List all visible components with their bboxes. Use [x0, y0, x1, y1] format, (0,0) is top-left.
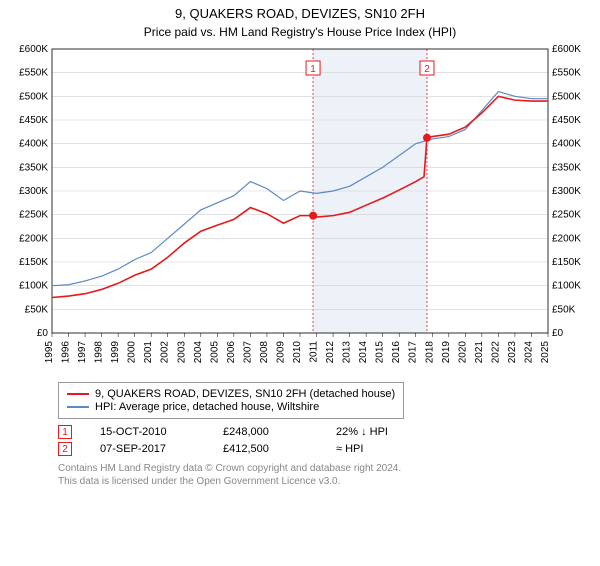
- svg-text:2007: 2007: [242, 341, 253, 364]
- svg-text:£450K: £450K: [552, 115, 581, 126]
- svg-text:2006: 2006: [226, 341, 237, 364]
- svg-text:£550K: £550K: [19, 68, 48, 79]
- svg-text:2003: 2003: [176, 341, 187, 364]
- svg-text:£100K: £100K: [19, 281, 48, 292]
- svg-text:£450K: £450K: [19, 115, 48, 126]
- svg-text:2012: 2012: [325, 341, 336, 364]
- svg-text:£400K: £400K: [19, 139, 48, 150]
- svg-text:£150K: £150K: [552, 257, 581, 268]
- svg-text:2017: 2017: [408, 341, 419, 364]
- legend: 9, QUAKERS ROAD, DEVIZES, SN10 2FH (deta…: [58, 382, 404, 419]
- attribution-footer: Contains HM Land Registry data © Crown c…: [58, 462, 600, 488]
- svg-text:2021: 2021: [474, 341, 485, 364]
- svg-text:2009: 2009: [275, 341, 286, 364]
- svg-text:2015: 2015: [375, 341, 386, 364]
- legend-label-a: 9, QUAKERS ROAD, DEVIZES, SN10 2FH (deta…: [95, 388, 395, 400]
- sale-delta: 22% ↓ HPI: [336, 426, 388, 438]
- svg-text:2018: 2018: [424, 341, 435, 364]
- svg-text:£200K: £200K: [19, 233, 48, 244]
- svg-text:2: 2: [424, 64, 430, 75]
- sale-marker-icon: 1: [58, 425, 72, 439]
- line-chart: £0 £0 £50K £50K £100K £100K £150K £150K £200K £20…: [0, 43, 600, 371]
- svg-text:£550K: £550K: [552, 68, 581, 79]
- svg-text:2004: 2004: [193, 341, 204, 364]
- svg-text:2019: 2019: [441, 341, 452, 364]
- svg-text:2001: 2001: [143, 341, 154, 364]
- svg-text:2024: 2024: [523, 341, 534, 364]
- svg-text:1998: 1998: [94, 341, 105, 364]
- svg-text:2022: 2022: [490, 341, 501, 364]
- legend-item-hpi: HPI: Average price, detached house, Wilt…: [67, 401, 395, 413]
- svg-text:2008: 2008: [259, 341, 270, 364]
- svg-text:2010: 2010: [292, 341, 303, 364]
- svg-text:£0: £0: [552, 328, 564, 339]
- svg-text:£600K: £600K: [552, 44, 581, 55]
- svg-text:£500K: £500K: [19, 91, 48, 102]
- sale-marker-icon: 2: [58, 442, 72, 456]
- svg-text:2014: 2014: [358, 341, 369, 364]
- svg-text:£600K: £600K: [19, 44, 48, 55]
- svg-text:1996: 1996: [61, 341, 72, 364]
- svg-text:1999: 1999: [110, 341, 121, 364]
- sale-date: 07-SEP-2017: [100, 443, 195, 455]
- svg-text:2025: 2025: [540, 341, 551, 364]
- svg-text:2002: 2002: [160, 341, 171, 364]
- sale-price: £412,500: [223, 443, 308, 455]
- legend-item-price-paid: 9, QUAKERS ROAD, DEVIZES, SN10 2FH (deta…: [67, 388, 395, 400]
- svg-text:£500K: £500K: [552, 91, 581, 102]
- svg-text:£50K: £50K: [552, 304, 576, 315]
- svg-text:£350K: £350K: [552, 162, 581, 173]
- svg-text:£250K: £250K: [19, 210, 48, 221]
- sale-date: 15-OCT-2010: [100, 426, 195, 438]
- chart-title: 9, QUAKERS ROAD, DEVIZES, SN10 2FH: [0, 6, 600, 21]
- legend-swatch-red: [67, 393, 89, 395]
- svg-text:2013: 2013: [342, 341, 353, 364]
- svg-text:£0: £0: [37, 328, 49, 339]
- svg-text:1995: 1995: [44, 341, 55, 364]
- sale-price: £248,000: [223, 426, 308, 438]
- legend-swatch-blue: [67, 406, 89, 408]
- sale-delta: ≈ HPI: [336, 443, 363, 455]
- svg-text:£50K: £50K: [25, 304, 49, 315]
- svg-text:2000: 2000: [127, 341, 138, 364]
- svg-text:2023: 2023: [507, 341, 518, 364]
- svg-text:2020: 2020: [457, 341, 468, 364]
- svg-text:2005: 2005: [209, 341, 220, 364]
- svg-text:£400K: £400K: [552, 139, 581, 150]
- footer-line-1: Contains HM Land Registry data © Crown c…: [58, 462, 600, 475]
- svg-text:£100K: £100K: [552, 281, 581, 292]
- svg-text:2016: 2016: [391, 341, 402, 364]
- figure: 9, QUAKERS ROAD, DEVIZES, SN10 2FH Price…: [0, 6, 600, 566]
- svg-text:£150K: £150K: [19, 257, 48, 268]
- sale-row: 2 07-SEP-2017 £412,500 ≈ HPI: [58, 442, 600, 456]
- svg-text:£200K: £200K: [552, 233, 581, 244]
- svg-text:£300K: £300K: [552, 186, 581, 197]
- footer-line-2: This data is licensed under the Open Gov…: [58, 475, 600, 488]
- svg-text:£350K: £350K: [19, 162, 48, 173]
- svg-text:£250K: £250K: [552, 210, 581, 221]
- svg-text:1: 1: [310, 64, 316, 75]
- svg-text:1997: 1997: [77, 341, 88, 364]
- sales-table: 1 15-OCT-2010 £248,000 22% ↓ HPI 2 07-SEP-201…: [58, 425, 600, 456]
- chart-subtitle: Price paid vs. HM Land Registry's House …: [0, 25, 600, 39]
- sale-row: 1 15-OCT-2010 £248,000 22% ↓ HPI: [58, 425, 600, 439]
- svg-text:2011: 2011: [309, 341, 320, 363]
- svg-text:£300K: £300K: [19, 186, 48, 197]
- legend-label-b: HPI: Average price, detached house, Wilt…: [95, 401, 319, 413]
